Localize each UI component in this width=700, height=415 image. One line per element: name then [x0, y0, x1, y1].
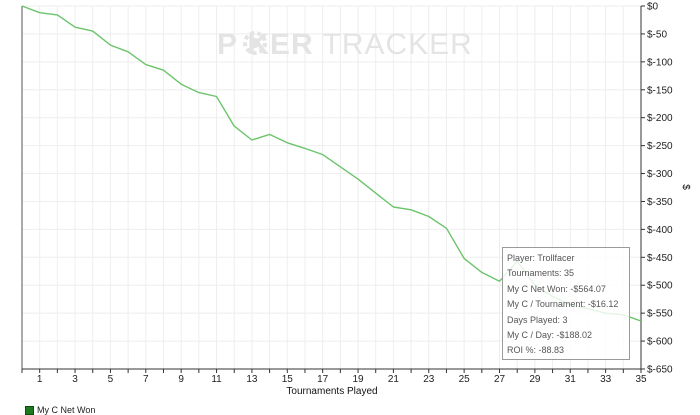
tooltip-roi: ROI %: -88.83: [507, 345, 565, 356]
x-tick-label: 3: [72, 374, 78, 385]
y-axis-ticks: $0 $-50 $-100 $-150 $-200 $-250 $-300 $-350 $-40…: [641, 2, 673, 376]
x-tick-label: 27: [494, 374, 506, 385]
x-tick-label: 25: [459, 374, 471, 385]
y-tick-label: $-200: [647, 113, 673, 124]
x-tick-label: 1: [37, 374, 43, 385]
y-tick-label: $-550: [647, 309, 673, 320]
x-tick-label: 35: [635, 374, 647, 385]
x-tick-label: 33: [600, 374, 612, 385]
legend-swatch-icon: [25, 406, 34, 415]
watermark-letter-p: P: [217, 28, 238, 61]
x-tick-label: 13: [246, 374, 258, 385]
x-tick-label: 15: [282, 374, 294, 385]
x-axis-title: Tournaments Played: [286, 386, 377, 397]
pokertracker-watermark: P KER TRACKER: [217, 28, 473, 61]
x-tick-label: 19: [352, 374, 364, 385]
y-tick-label: $-300: [647, 169, 673, 180]
x-tick-label: 11: [211, 374, 222, 385]
poker-chip-icon: [243, 31, 267, 55]
x-tick-label: 21: [388, 374, 400, 385]
tooltip-per-tournament: My C / Tournament: -$16.12: [507, 299, 619, 310]
tooltip-per-day: My C / Day: -$188.02: [507, 330, 593, 341]
y-tick-label: $-100: [647, 57, 673, 68]
y-tick-label: $-400: [647, 225, 673, 236]
tooltip-days-played: Days Played: 3: [507, 314, 568, 325]
legend-label: My C Net Won: [37, 405, 96, 415]
x-tick-label: 9: [178, 374, 184, 385]
y-tick-label: $-650: [647, 365, 673, 376]
y-axis-title: $: [680, 184, 691, 190]
legend[interactable]: My C Net Won: [25, 405, 95, 415]
x-axis-ticks: 1 3 5 7 9 11 13 15 17 19 21 23 25 27 29 31 33 35: [21, 369, 647, 385]
y-tick-label: $-250: [647, 141, 673, 152]
y-tick-label: $-600: [647, 337, 673, 348]
stats-tooltip: Player: Trollfacer Tournaments: 35 My C …: [502, 247, 630, 360]
x-tick-label: 31: [565, 374, 577, 385]
tooltip-player: Player: Trollfacer: [507, 253, 575, 263]
x-tick-label: 7: [143, 374, 149, 385]
y-tick-label: $0: [647, 2, 659, 13]
y-tick-label: $-500: [647, 281, 673, 292]
x-tick-label: 17: [317, 374, 329, 385]
tooltip-net-won: My C Net Won: -$564.07: [507, 283, 606, 294]
x-tick-label: 29: [529, 374, 541, 385]
y-tick-label: $-450: [647, 253, 673, 264]
tooltip-tournaments: Tournaments: 35: [507, 268, 575, 279]
x-tick-label: 23: [423, 374, 435, 385]
x-tick-label: 5: [108, 374, 114, 385]
watermark-word-tracker: TRACKER: [323, 28, 473, 61]
y-tick-label: $-150: [647, 85, 673, 96]
y-tick-label: $-50: [647, 29, 667, 40]
y-tick-label: $-350: [647, 197, 673, 208]
poker-chip-center-icon: [250, 38, 260, 48]
